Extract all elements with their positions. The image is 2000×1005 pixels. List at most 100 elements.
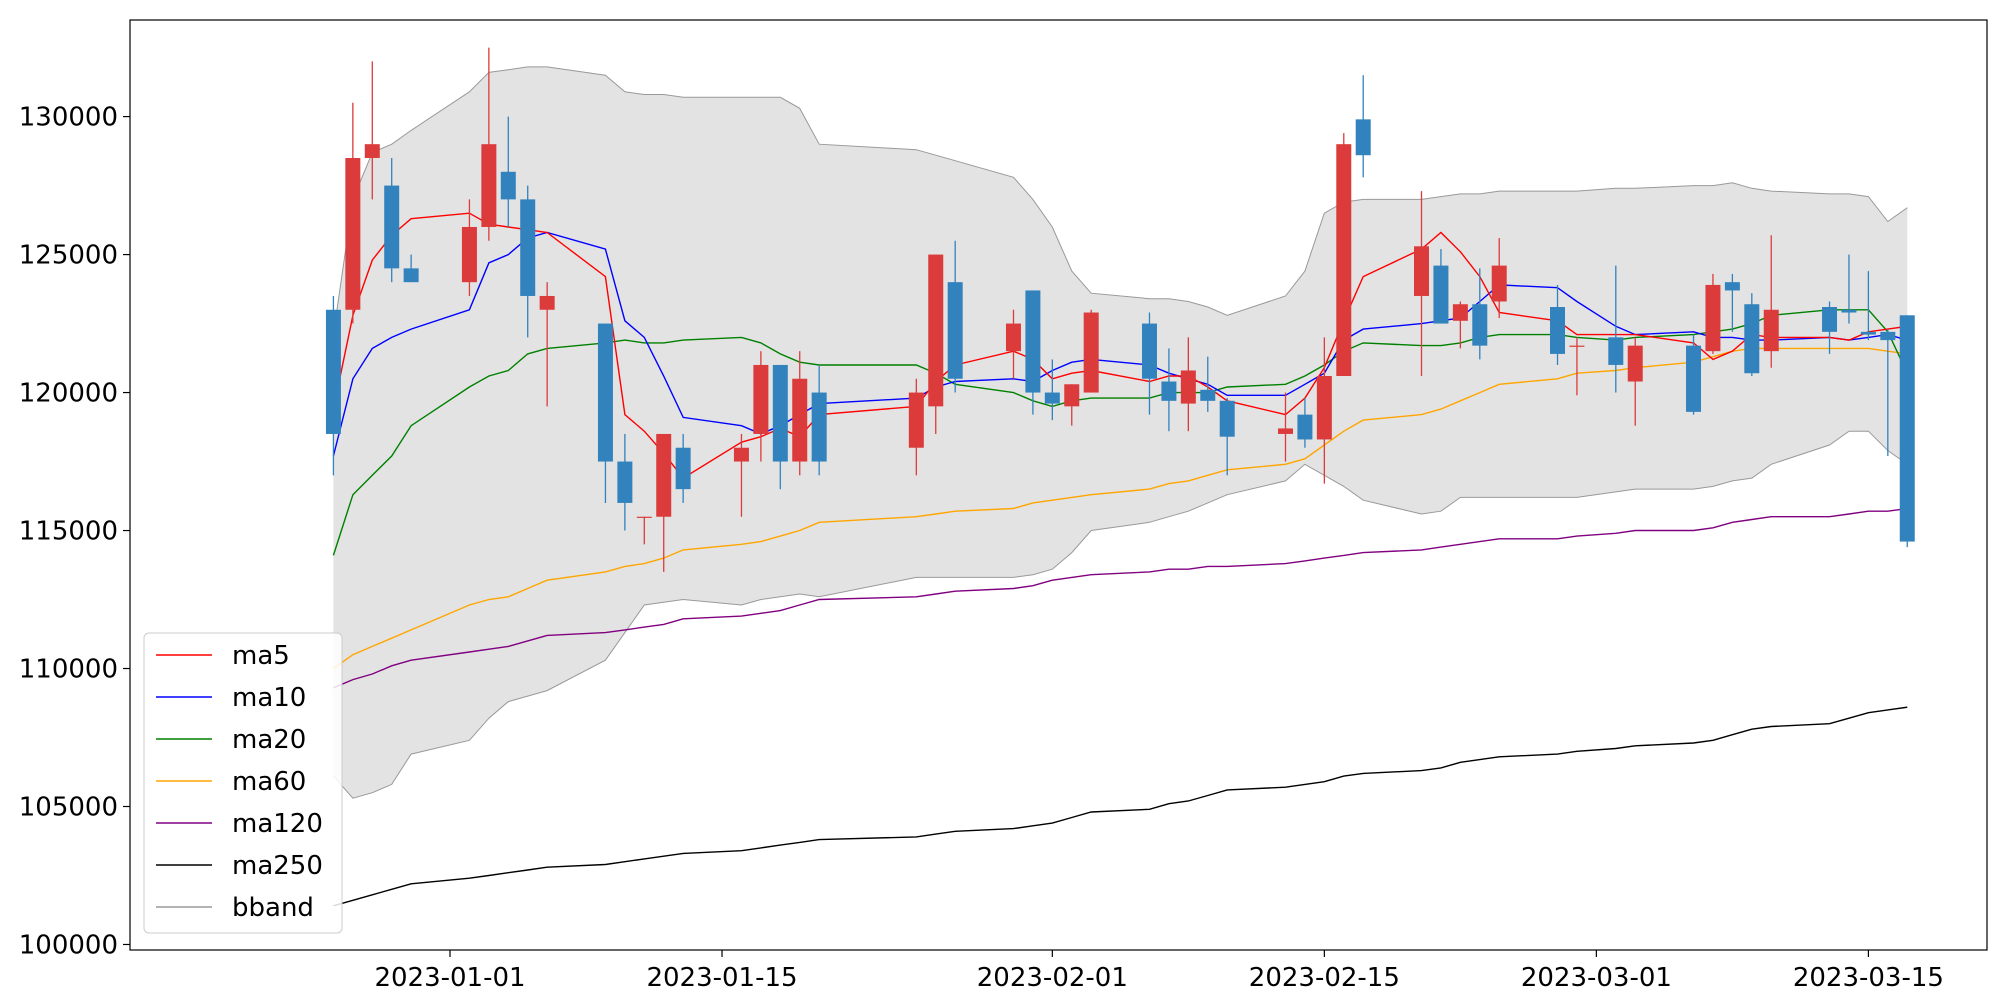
candle <box>1277 392 1293 462</box>
candle <box>1822 301 1838 354</box>
legend-label: ma120 <box>232 809 323 839</box>
candle-body <box>675 447 691 490</box>
candle-body <box>1297 414 1313 440</box>
candle-body <box>1608 337 1624 365</box>
candle <box>1355 75 1371 178</box>
ma250-line <box>333 706 1908 907</box>
legend-item: ma20 <box>156 725 306 755</box>
candle-body <box>1414 246 1429 296</box>
legend-item: ma120 <box>156 809 323 839</box>
candle <box>1044 359 1060 421</box>
legend-label: ma250 <box>232 851 323 881</box>
candle <box>1200 356 1216 412</box>
x-tick-label: 2023-02-01 <box>977 963 1128 993</box>
candle <box>1491 238 1507 319</box>
legend-label: ma5 <box>232 641 290 671</box>
candle-body <box>345 157 361 310</box>
y-tick-label: 125000 <box>19 241 118 271</box>
candle-body <box>1822 307 1838 332</box>
candle <box>1899 315 1915 548</box>
candle-body <box>1355 119 1371 156</box>
candle <box>461 199 477 296</box>
candle <box>1452 301 1468 349</box>
candle-body <box>1044 392 1060 404</box>
legend-item: bband <box>156 893 314 923</box>
candle-body <box>947 282 963 379</box>
y-tick-label: 120000 <box>19 379 118 409</box>
candle <box>1860 271 1876 341</box>
candle <box>733 433 749 517</box>
candle <box>520 185 536 338</box>
candle-body <box>772 364 788 462</box>
candle-body <box>753 364 769 434</box>
bband-upper-line <box>332 66 1908 335</box>
candle <box>1724 273 1740 332</box>
y-tick-label: 110000 <box>19 655 118 685</box>
legend-box <box>143 632 343 934</box>
candle <box>481 47 497 241</box>
candle-body <box>520 199 536 296</box>
candle <box>325 295 341 476</box>
candle <box>1083 309 1099 393</box>
candle-body <box>1899 315 1915 542</box>
y-tick-label: 105000 <box>19 792 118 822</box>
candle <box>1686 334 1702 415</box>
candle-body <box>1744 304 1760 374</box>
candle-body <box>636 516 652 518</box>
candle <box>1180 337 1196 432</box>
candle <box>811 364 827 476</box>
candle-body <box>1161 381 1177 401</box>
ma120-line <box>333 507 1908 689</box>
y-tick-label: 130000 <box>19 103 118 133</box>
candle <box>1744 293 1760 376</box>
legend-item: ma5 <box>156 641 290 671</box>
candle-body <box>384 185 400 269</box>
candle <box>1569 337 1585 396</box>
plot-frame <box>129 19 1988 951</box>
candle <box>947 240 963 393</box>
candle <box>1064 384 1080 426</box>
candle-body <box>1860 331 1876 335</box>
candle-body <box>617 461 633 503</box>
candle-body <box>1083 312 1099 393</box>
bband-lower-line <box>333 430 1908 799</box>
candle <box>1550 284 1566 365</box>
legend-item: ma250 <box>156 851 323 881</box>
candle-body <box>1686 345 1702 412</box>
candle-body <box>1880 331 1896 341</box>
candle <box>1608 265 1624 393</box>
candle-body <box>1200 389 1216 401</box>
x-tick-label: 2023-02-15 <box>1249 963 1400 993</box>
y-tick-label: 115000 <box>19 517 118 547</box>
candle <box>345 102 361 324</box>
candle <box>636 516 652 545</box>
candle-body <box>1336 144 1352 376</box>
candle-body <box>1452 304 1468 321</box>
candle-body <box>1550 307 1566 354</box>
candle <box>1880 329 1896 457</box>
candle <box>656 433 672 572</box>
candle-body <box>1180 370 1196 404</box>
candle-body <box>1141 323 1157 379</box>
candle-body <box>792 378 808 462</box>
candle <box>384 157 400 283</box>
x-tick-label: 2023-01-15 <box>646 963 797 993</box>
candle-body <box>1472 304 1488 346</box>
candle <box>1472 268 1488 360</box>
candle-body <box>1219 400 1235 437</box>
candle <box>928 254 944 434</box>
candle <box>753 351 769 462</box>
candle-body <box>364 144 380 158</box>
candle-body <box>1277 428 1293 434</box>
axes-layer: 100000 105000 110000 115000 120000 125000 1300… <box>19 19 1988 993</box>
candle-body <box>1705 284 1721 352</box>
candle <box>597 323 613 503</box>
legend-label: bband <box>232 893 314 923</box>
candle-body <box>928 254 944 407</box>
candle <box>792 351 808 476</box>
candle <box>1025 290 1041 415</box>
candle <box>1627 337 1643 426</box>
x-tick-label: 2023-03-01 <box>1521 963 1672 993</box>
